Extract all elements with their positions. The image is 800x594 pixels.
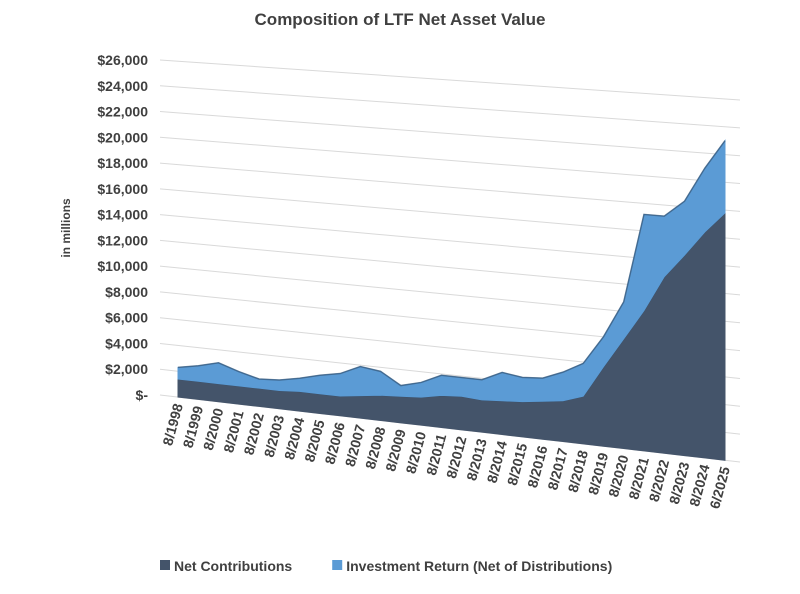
y-tick-label: $18,000 [97,155,148,171]
grid-line [159,162,741,212]
area-edge [177,140,726,387]
grid-line [159,59,741,101]
y-tick-label: $16,000 [97,181,148,197]
y-tick-label: $- [136,387,149,403]
grid-line [159,136,741,185]
y-tick-label: $12,000 [97,232,148,248]
legend-swatch [332,560,343,570]
legend-swatch [160,560,170,570]
y-tick-label: $10,000 [97,258,148,274]
y-axis-label: in millions [59,198,73,258]
legend-label: Investment Return (Net of Distributions) [346,558,612,574]
grid-line [159,111,741,157]
y-tick-label: $8,000 [105,284,148,300]
y-tick-label: $14,000 [97,207,148,223]
y-tick-label: $4,000 [105,335,148,351]
y-tick-label: $2,000 [105,361,148,377]
y-tick-label: $24,000 [97,78,148,94]
chart-title: Composition of LTF Net Asset Value [255,10,546,29]
y-tick-label: $6,000 [105,310,148,326]
y-tick-label: $22,000 [97,104,148,120]
y-tick-label: $20,000 [97,129,148,145]
y-tick-label: $26,000 [97,52,148,68]
legend-label: Net Contributions [174,558,292,574]
grid-line [159,85,741,129]
